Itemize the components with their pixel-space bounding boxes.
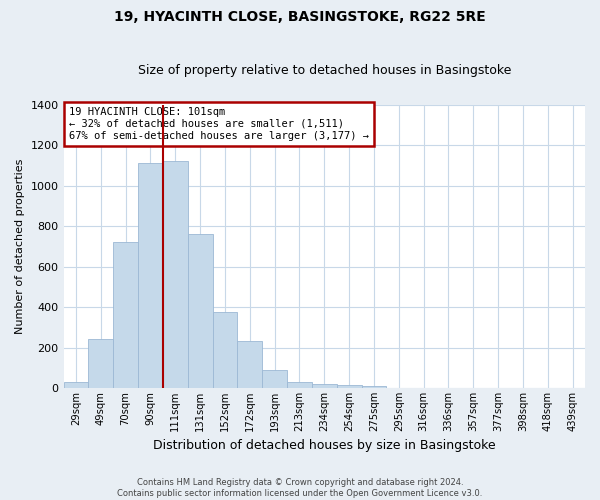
Bar [262,370,287,388]
Bar [88,340,113,388]
Bar [287,382,312,388]
Bar [138,164,163,388]
Bar [362,386,386,388]
Bar [212,312,238,388]
Bar [113,242,138,388]
Y-axis label: Number of detached properties: Number of detached properties [15,158,25,334]
Bar [163,161,188,388]
X-axis label: Distribution of detached houses by size in Basingstoke: Distribution of detached houses by size … [153,440,496,452]
Bar [312,384,337,388]
Text: 19, HYACINTH CLOSE, BASINGSTOKE, RG22 5RE: 19, HYACINTH CLOSE, BASINGSTOKE, RG22 5R… [114,10,486,24]
Bar [337,385,362,388]
Title: Size of property relative to detached houses in Basingstoke: Size of property relative to detached ho… [137,64,511,77]
Bar [64,382,88,388]
Bar [188,234,212,388]
Text: Contains HM Land Registry data © Crown copyright and database right 2024.
Contai: Contains HM Land Registry data © Crown c… [118,478,482,498]
Bar [238,342,262,388]
Text: 19 HYACINTH CLOSE: 101sqm
← 32% of detached houses are smaller (1,511)
67% of se: 19 HYACINTH CLOSE: 101sqm ← 32% of detac… [69,108,369,140]
